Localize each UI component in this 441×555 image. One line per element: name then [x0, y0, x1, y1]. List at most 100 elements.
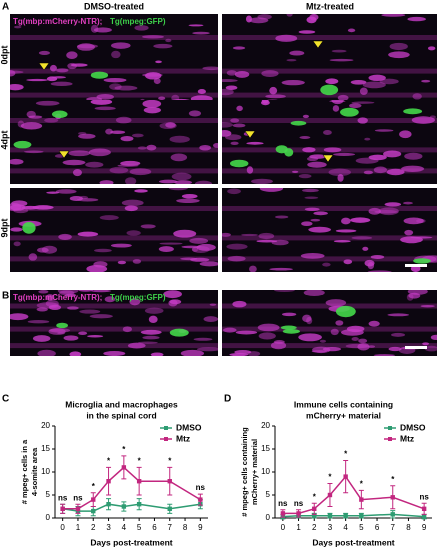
mcherry-signal	[196, 347, 218, 352]
mcherry-signal	[410, 236, 433, 239]
mcherry-signal	[50, 81, 73, 87]
legend-marker	[388, 426, 392, 430]
marker	[121, 504, 127, 509]
nerve-band	[10, 92, 218, 98]
mcherry-signal	[10, 313, 29, 321]
mcherry-signal	[168, 188, 188, 191]
mcherry-signal	[323, 147, 342, 153]
mcherry-signal	[246, 166, 254, 174]
mcherry-signal	[351, 101, 375, 104]
mcherry-signal	[174, 180, 192, 184]
mcherry-signal	[46, 191, 60, 194]
mcherry-signal	[36, 307, 48, 312]
mcherry-signal	[192, 31, 210, 35]
mcherry-signal	[319, 339, 326, 343]
mcherry-signal	[93, 27, 112, 33]
mcherry-signal	[275, 34, 298, 42]
marker	[91, 497, 96, 502]
nerve-band	[222, 168, 437, 174]
x-tick-label: 3	[328, 523, 333, 532]
mcherry-signal	[48, 328, 66, 335]
mcherry-signal	[374, 129, 394, 132]
mcherry-signal	[169, 299, 182, 305]
marker	[421, 514, 427, 519]
mcherry-signal	[142, 35, 164, 39]
mcherry-signal	[261, 100, 269, 104]
gfp-signal	[22, 221, 36, 234]
mcherry-signal	[391, 332, 406, 337]
significance: *	[328, 473, 332, 482]
mcherry-signal	[85, 161, 104, 168]
arrowhead	[244, 130, 256, 139]
mcherry-signal	[261, 70, 279, 77]
mcherry-signal	[13, 241, 21, 247]
x-axis-label: Days post-treatment	[312, 537, 394, 547]
mcherry-signal	[226, 243, 248, 250]
mcherry-signal	[110, 130, 126, 134]
mcherry-signal	[265, 94, 286, 99]
mcherry-signal	[251, 178, 273, 184]
mcherry-signal	[159, 122, 177, 130]
mcherry-signal	[422, 342, 430, 346]
y-tick-label: 5	[46, 490, 51, 499]
mcherry-signal	[89, 314, 113, 319]
mcherry-signal	[304, 207, 320, 211]
mcherry-signal	[328, 168, 352, 177]
significance: *	[122, 445, 126, 454]
mcherry-signal	[99, 215, 119, 221]
mcherry-signal	[176, 198, 200, 204]
mcherry-signal	[381, 14, 406, 17]
marker	[390, 512, 395, 517]
mcherry-signal	[358, 338, 368, 344]
x-tick-label: 6	[152, 523, 157, 532]
row-label: 9dpt	[0, 218, 9, 237]
nerve-band	[222, 206, 437, 211]
mcherry-signal	[235, 330, 258, 335]
y-tick-label: 0	[46, 513, 51, 522]
mcherry-signal	[196, 243, 216, 251]
mcherry-signal	[370, 255, 385, 260]
marker	[343, 474, 348, 479]
mcherry-signal	[343, 259, 353, 265]
panel-label: D	[224, 394, 231, 405]
mcherry-signal	[351, 337, 359, 341]
mcherry-signal	[383, 150, 402, 158]
chart-title: mCherry+ material	[306, 410, 381, 420]
column-header: Mtz-treated	[306, 1, 354, 11]
legend-label: DMSO	[400, 422, 426, 432]
gfp-signal	[413, 258, 431, 264]
mcherry-signal	[269, 86, 278, 95]
mcherry-signal	[232, 300, 247, 308]
mcherry-signal	[350, 217, 371, 223]
mcherry-signal	[389, 42, 408, 51]
mcherry-signal	[379, 78, 399, 85]
x-tick-label: 2	[312, 523, 317, 532]
mcherry-signal	[56, 68, 69, 73]
mcherry-signal	[143, 106, 161, 114]
arrowhead	[322, 154, 334, 163]
mcherry-signal	[78, 133, 96, 139]
mcherry-signal	[249, 265, 257, 272]
mcherry-signal	[222, 122, 234, 128]
mcherry-signal	[234, 70, 250, 78]
mcherry-signal	[145, 72, 162, 80]
mcherry-signal	[222, 78, 238, 83]
mcherry-signal	[416, 218, 426, 224]
mcherry-signal	[323, 130, 332, 136]
mcherry-signal	[351, 236, 373, 240]
mcherry-signal	[404, 152, 423, 160]
series-line	[282, 513, 425, 518]
mcherry-signal	[329, 100, 346, 103]
marker	[136, 502, 142, 507]
mcherry-signal	[245, 15, 252, 23]
mcherry-signal	[362, 246, 369, 251]
legend-marker	[388, 437, 392, 441]
mcherry-signal	[180, 349, 205, 356]
mcherry-signal	[10, 70, 24, 74]
mcherry-signal	[386, 168, 405, 176]
gfp-signal	[13, 140, 32, 149]
mcherry-signal	[146, 144, 157, 151]
micrograph	[10, 188, 218, 272]
nerve-band	[10, 206, 218, 211]
mcherry-signal	[48, 304, 62, 311]
